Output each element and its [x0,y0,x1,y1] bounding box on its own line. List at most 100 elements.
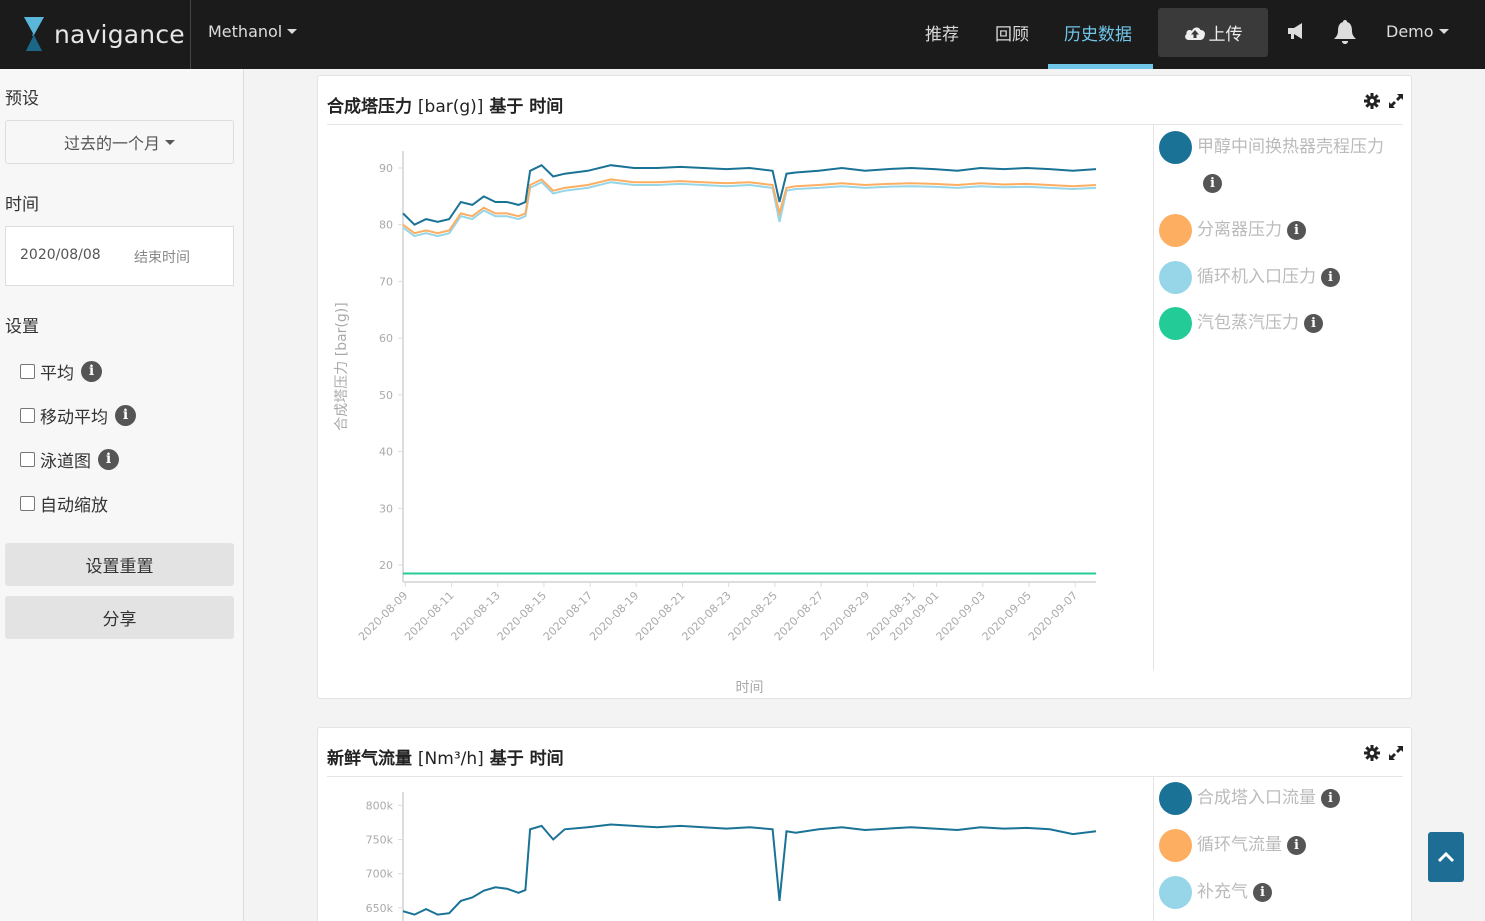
x-tick-label: 2020-09-07 [1026,589,1080,643]
nav-active-indicator [1048,64,1153,69]
legend-swatch [1159,131,1192,164]
start-date-input[interactable]: 2020/08/08 [20,247,101,263]
average-checkbox[interactable] [20,364,35,379]
card-header-divider [327,776,1403,777]
info-icon[interactable]: i [1304,313,1323,333]
chevron-up-icon [1437,851,1455,863]
swimlane-checkbox[interactable] [20,452,35,467]
brand[interactable]: navigance [22,14,185,54]
legend-item[interactable]: 汽包蒸汽压力 i [1159,307,1323,340]
legend-label-text: 循环机入口压力 [1197,267,1316,287]
option-autoscale[interactable]: 自动缩放 [20,491,108,516]
option-swimlane[interactable]: 泳道图 i [20,447,119,472]
share-button[interactable]: 分享 [5,596,234,639]
info-icon[interactable]: i [1253,882,1272,902]
y-tick-label: 40 [379,446,393,459]
info-icon[interactable]: i [81,361,102,382]
plant-dropdown-label: Methanol [208,22,283,41]
reset-settings-button[interactable]: 设置重置 [5,543,234,586]
legend-label-text: 分离器压力 [1197,220,1282,240]
card-header-divider [327,124,1403,125]
info-icon[interactable]: i [98,449,119,470]
preset-dropdown[interactable]: 过去的一个月 [5,120,234,164]
scroll-to-top-button[interactable] [1428,832,1464,882]
autoscale-checkbox[interactable] [20,496,35,511]
info-icon[interactable]: i [1287,835,1306,855]
autoscale-label: 自动缩放 [40,496,108,516]
legend-swatch [1159,214,1192,247]
chart-tools [1364,93,1404,109]
time-heading: 时间 [5,195,39,215]
chart-title: 新鲜气流量 [Nm³/h] 基于 时间 [327,744,564,769]
y-tick-label: 50 [379,389,393,402]
legend-item[interactable]: 分离器压力 i [1159,214,1306,247]
chart-title-suffix: 基于 时间 [489,97,564,117]
user-menu[interactable]: Demo [1386,22,1449,41]
info-icon[interactable]: i [115,405,136,426]
series-line [402,180,1097,238]
date-range-picker[interactable]: 2020/08/08 结束时间 [5,226,234,286]
preset-dropdown-label: 过去的一个月 [63,134,160,153]
expand-icon[interactable] [1388,93,1404,109]
series-line [402,823,1097,916]
y-tick-label: 90 [379,162,393,175]
nav-link-review[interactable]: 回顾 [995,25,1029,45]
option-average[interactable]: 平均 i [20,359,102,384]
chevron-down-icon [165,139,175,145]
upload-button-label: 上传 [1208,25,1243,45]
chart-title-suffix: 基于 时间 [489,749,564,769]
reactor-pressure-chart: 20304050607080902020-08-092020-08-112020… [334,151,1097,696]
preset-heading: 预设 [5,89,39,109]
y-tick-label: 80 [379,219,393,232]
info-icon[interactable]: i [1321,267,1340,287]
legend-divider [1153,125,1154,670]
y-tick-label: 30 [379,502,393,515]
bell-icon[interactable] [1333,19,1357,45]
legend-swatch [1159,829,1192,862]
megaphone-icon[interactable] [1286,22,1306,40]
legend-swatch [1159,261,1192,294]
chevron-down-icon [287,29,298,34]
y-tick-label: 650k [366,902,394,915]
plant-dropdown[interactable]: Methanol [208,22,298,41]
y-tick-label: 20 [379,559,393,572]
x-axis-title: 时间 [736,680,764,696]
legend-label-text: 补充气 [1197,882,1248,902]
gear-icon[interactable] [1364,745,1380,761]
nav-link-history[interactable]: 历史数据 [1064,25,1132,45]
legend-item[interactable]: 补充气 i [1159,876,1272,909]
expand-icon[interactable] [1388,745,1404,761]
y-tick-label: 70 [379,275,393,288]
nav-link-recommend[interactable]: 推荐 [925,25,959,45]
top-navbar: navigance Methanol 推荐 回顾 历史数据 上传 Demo [0,0,1485,69]
legend-item[interactable]: 循环气流量 i [1159,829,1306,862]
chart-title-main: 新鲜气流量 [327,749,412,769]
settings-heading: 设置 [5,317,39,337]
legend-label-text: 汽包蒸汽压力 [1197,313,1299,333]
info-icon[interactable]: i [1321,788,1340,808]
chart-card-fresh-gas-flow: 新鲜气流量 [Nm³/h] 基于 时间 650k 700k 750k 800k 合成塔… [317,727,1412,921]
moving-average-checkbox[interactable] [20,408,35,423]
chart-tools [1364,745,1404,761]
legend-divider [1153,777,1154,921]
y-tick-label: 60 [379,332,393,345]
chart-title: 合成塔压力 [bar(g)] 基于 时间 [327,92,563,117]
legend-item[interactable]: 合成塔入口流量 i [1159,782,1340,815]
info-icon[interactable]: i [1203,174,1222,193]
legend-item[interactable]: 循环机入口压力 i [1159,261,1340,294]
navigance-logo-icon [24,17,44,51]
series-line [402,163,1097,226]
y-tick-label: 700k [366,868,394,881]
legend-item[interactable]: 甲醇中间换热器壳程压力 [1159,131,1402,164]
legend-label-text: 合成塔入口流量 [1197,788,1316,808]
chart-card-reactor-pressure: 合成塔压力 [bar(g)] 基于 时间 20 30 40 50 60 70 80 90 202… [317,75,1412,699]
option-moving-average[interactable]: 移动平均 i [20,403,136,428]
end-date-input[interactable]: 结束时间 [134,250,190,266]
fresh-gas-flow-chart: 650k 700k 750k 800k [366,792,1097,921]
upload-button[interactable]: 上传 [1158,8,1268,57]
y-tick-label: 750k [366,834,394,847]
legend-swatch [1159,876,1192,909]
gear-icon[interactable] [1364,93,1380,109]
info-icon[interactable]: i [1287,220,1306,240]
chevron-down-icon [1438,29,1449,34]
